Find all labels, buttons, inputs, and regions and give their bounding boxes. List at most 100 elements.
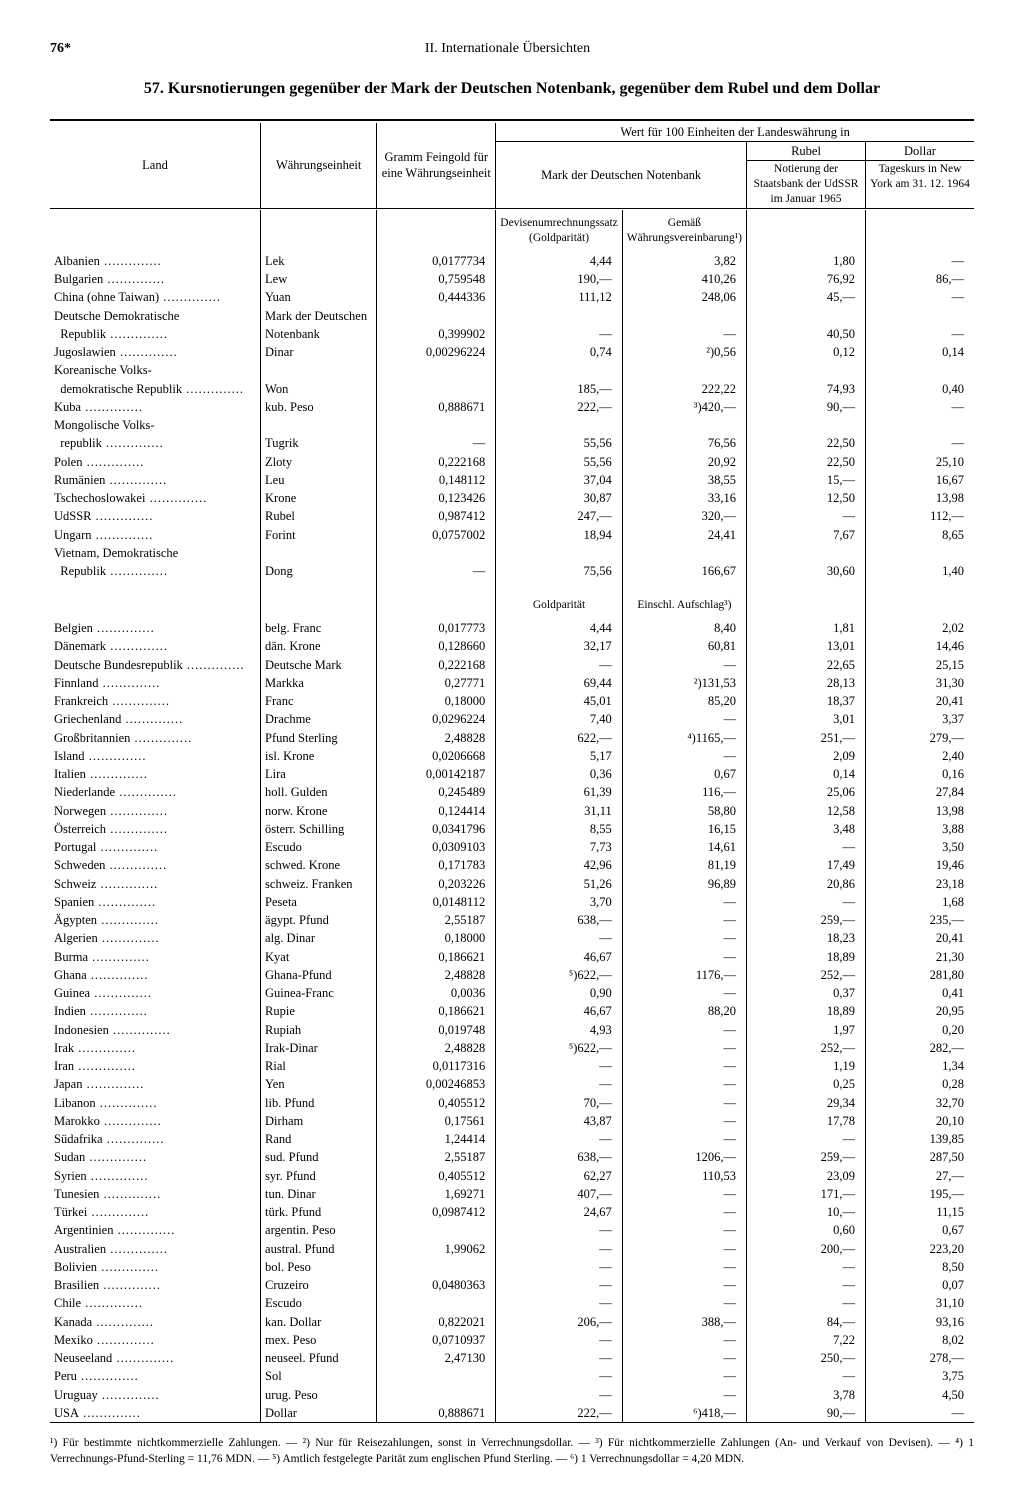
cell-d: 20,10 <box>866 1112 975 1130</box>
cell-land: Italien <box>50 765 261 783</box>
cell-r: 0,60 <box>747 1221 866 1239</box>
cell-a: — <box>496 656 623 674</box>
cell-land: Kuba <box>50 398 261 416</box>
cell-unit: belg. Franc <box>261 619 377 637</box>
cell-unit: Ghana-Pfund <box>261 966 377 984</box>
cell-unit: Guinea-Franc <box>261 984 377 1002</box>
cell-gold <box>377 1258 496 1276</box>
cell-a: — <box>496 1367 623 1385</box>
cell-gold: 0,00246853 <box>377 1075 496 1093</box>
cell-gold: 0,222168 <box>377 453 496 471</box>
cell-d: 281,80 <box>866 966 975 984</box>
table-row: China (ohne Taiwan)Yuan0,444336111,12248… <box>50 288 974 306</box>
cell-gold: 0,18000 <box>377 692 496 710</box>
col-mdn: Mark der Deutschen Notenbank <box>496 141 747 208</box>
cell-gold: 2,55187 <box>377 911 496 929</box>
cell-r: 3,01 <box>747 710 866 728</box>
rates-table: Land Währungseinheit Gramm Feingold für … <box>50 119 974 1425</box>
cell-unit: Rupie <box>261 1002 377 1020</box>
cell-d: 235,— <box>866 911 975 929</box>
cell-unit: österr. Schilling <box>261 820 377 838</box>
cell-d: 13,98 <box>866 802 975 820</box>
table-row: PeruSol———3,75 <box>50 1367 974 1385</box>
cell-land: Albanien <box>50 252 261 270</box>
cell-d <box>866 416 975 434</box>
table-row: Mexikomex. Peso0,0710937——7,228,02 <box>50 1331 974 1349</box>
cell-unit: dän. Krone <box>261 637 377 655</box>
cell-gold: 1,24414 <box>377 1130 496 1148</box>
cell-land: Sudan <box>50 1148 261 1166</box>
col-rubel-sub: Notierung der Staatsbank der UdSSR im Ja… <box>747 161 866 209</box>
table-row: Deutsche BundesrepublikDeutsche Mark0,22… <box>50 656 974 674</box>
table-row: GroßbritannienPfund Sterling2,48828622,—… <box>50 729 974 747</box>
cell-r: 30,60 <box>747 562 866 580</box>
cell-land: Vietnam, Demokratische <box>50 544 261 562</box>
cell-b: 1206,— <box>622 1148 746 1166</box>
table-row: JugoslawienDinar0,002962240,74²)0,560,12… <box>50 343 974 361</box>
cell-r: 3,48 <box>747 820 866 838</box>
cell-b: — <box>622 1130 746 1148</box>
cell-unit: urug. Peso <box>261 1386 377 1404</box>
cell-d: — <box>866 325 975 343</box>
cell-land: Jugoslawien <box>50 343 261 361</box>
cell-land: Indonesien <box>50 1021 261 1039</box>
cell-b: — <box>622 1021 746 1039</box>
cell-gold: 0,0757002 <box>377 526 496 544</box>
cell-a: 185,— <box>496 380 623 398</box>
cell-d: 0,41 <box>866 984 975 1002</box>
cell-d: 11,15 <box>866 1203 975 1221</box>
cell-d: 16,67 <box>866 471 975 489</box>
cell-land: USA <box>50 1404 261 1423</box>
cell-a: 43,87 <box>496 1112 623 1130</box>
cell-r: 2,09 <box>747 747 866 765</box>
cell-gold: 2,48828 <box>377 729 496 747</box>
subhead-a: Devisenumrechnungssatz (Goldparität) <box>496 210 623 252</box>
cell-a: — <box>496 1276 623 1294</box>
cell-b: — <box>622 325 746 343</box>
cell-gold: 0,00142187 <box>377 765 496 783</box>
cell-r: 28,13 <box>747 674 866 692</box>
cell-b: — <box>622 1039 746 1057</box>
cell-b: 388,— <box>622 1313 746 1331</box>
cell-a: 111,12 <box>496 288 623 306</box>
cell-a: — <box>496 1349 623 1367</box>
table-row: Bolivienbol. Peso———8,50 <box>50 1258 974 1276</box>
cell-a: 32,17 <box>496 637 623 655</box>
cell-d: 0,67 <box>866 1221 975 1239</box>
col-land: Land <box>50 123 261 209</box>
table-row: Sudansud. Pfund2,55187638,—1206,—259,—28… <box>50 1148 974 1166</box>
cell-a: 247,— <box>496 507 623 525</box>
cell-unit: Tugrik <box>261 434 377 452</box>
cell-b: 16,15 <box>622 820 746 838</box>
cell-b: — <box>622 1203 746 1221</box>
cell-land: Peru <box>50 1367 261 1385</box>
cell-unit: holl. Gulden <box>261 783 377 801</box>
table-row: SpanienPeseta0,01481123,70——1,68 <box>50 893 974 911</box>
cell-gold: 0,0341796 <box>377 820 496 838</box>
cell-land: Algerien <box>50 929 261 947</box>
cell-r <box>747 361 866 379</box>
cell-d: 32,70 <box>866 1094 975 1112</box>
cell-gold: 0,0148112 <box>377 893 496 911</box>
table-row: Syriensyr. Pfund0,40551262,27110,5323,09… <box>50 1167 974 1185</box>
table-row: USADollar0,888671222,—⁶)418,—90,—— <box>50 1404 974 1423</box>
cell-b: — <box>622 1185 746 1203</box>
cell-b: 166,67 <box>622 562 746 580</box>
cell-a: 222,— <box>496 1404 623 1423</box>
cell-land: Ghana <box>50 966 261 984</box>
cell-unit: ägypt. Pfund <box>261 911 377 929</box>
table-row: TschechoslowakeiKrone0,12342630,8733,161… <box>50 489 974 507</box>
cell-land: republik <box>50 434 261 452</box>
cell-unit: isl. Krone <box>261 747 377 765</box>
cell-a: — <box>496 325 623 343</box>
cell-b: 248,06 <box>622 288 746 306</box>
cell-unit: Rupiah <box>261 1021 377 1039</box>
table-row: BrasilienCruzeiro0,0480363———0,07 <box>50 1276 974 1294</box>
cell-b: — <box>622 1258 746 1276</box>
cell-d: 2,40 <box>866 747 975 765</box>
cell-unit: Yuan <box>261 288 377 306</box>
cell-b <box>622 361 746 379</box>
cell-unit: Escudo <box>261 838 377 856</box>
cell-a: 45,01 <box>496 692 623 710</box>
cell-a: 69,44 <box>496 674 623 692</box>
